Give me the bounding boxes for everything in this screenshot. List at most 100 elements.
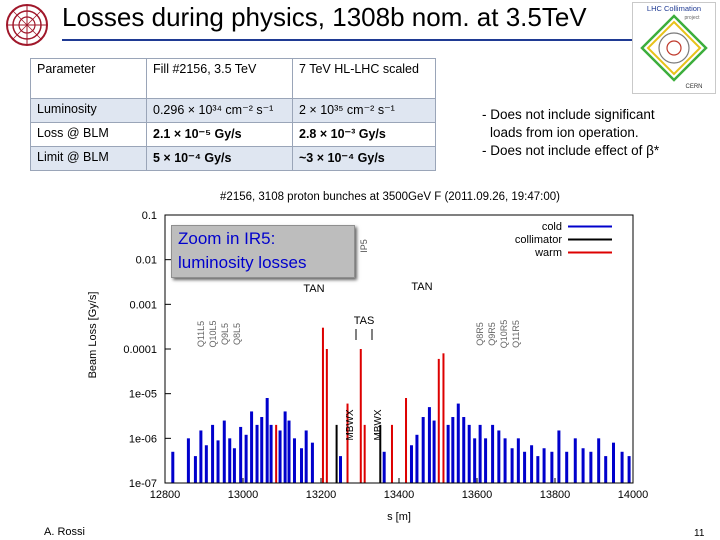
table-cell-param: Loss @ BLM bbox=[30, 122, 147, 147]
y-tick-label: 0.0001 bbox=[123, 344, 157, 356]
collimator-series bbox=[335, 424, 382, 483]
right-element-label: Q11R5 bbox=[511, 320, 521, 348]
cold-bar bbox=[278, 430, 282, 483]
left-element-label: Q11L5 bbox=[196, 321, 206, 347]
cold-bar bbox=[597, 438, 601, 483]
cold-bar bbox=[193, 456, 197, 483]
cold-bar bbox=[467, 424, 471, 483]
cold-bar bbox=[300, 448, 303, 483]
x-tick-label: 12800 bbox=[150, 489, 181, 501]
table-cell-fill: 5 × 10⁻⁴ Gy/s bbox=[146, 146, 293, 171]
tas-label: TAS bbox=[354, 315, 375, 327]
warm-bar bbox=[321, 327, 324, 483]
cold-bar bbox=[216, 440, 220, 483]
y-tick-label: 1e-05 bbox=[129, 389, 157, 401]
zoom-callout-line: luminosity losses bbox=[178, 253, 307, 272]
left-element-label: Q10L5 bbox=[208, 320, 218, 347]
warm-bar bbox=[325, 349, 328, 483]
x-tick-label: 13000 bbox=[228, 489, 259, 501]
page-number: 11 bbox=[694, 528, 705, 539]
cold-bar bbox=[427, 407, 431, 483]
note-line: loads from ion operation. bbox=[490, 125, 639, 140]
cold-bar bbox=[451, 417, 455, 483]
ip5-label: IP5 bbox=[359, 239, 369, 253]
cold-bar bbox=[536, 456, 540, 483]
table-cell-param: Limit @ BLM bbox=[30, 146, 147, 171]
table-cell-hl: ~3 × 10⁻⁴ Gy/s bbox=[292, 146, 436, 171]
cold-bar bbox=[283, 411, 287, 483]
legend-label-warm: warm bbox=[534, 247, 562, 259]
cold-bar bbox=[620, 451, 624, 483]
cold-bar bbox=[244, 434, 248, 483]
cold-bar bbox=[516, 438, 520, 483]
warm-bar bbox=[346, 403, 349, 483]
right-element-labels: Q8R5 Q9R5 Q10R5 Q11R5 bbox=[475, 320, 521, 349]
cold-bar bbox=[421, 417, 425, 483]
cold-bar bbox=[589, 451, 593, 483]
y-tick-label: 1e-07 bbox=[129, 478, 157, 490]
cold-bar bbox=[542, 448, 546, 483]
chart-legend: cold collimator warm bbox=[515, 221, 612, 259]
collimation-logo-title: LHC Collimation bbox=[647, 4, 701, 13]
mbwx-right-label: MBWX bbox=[373, 409, 384, 440]
right-element-label: Q8R5 bbox=[475, 322, 485, 346]
lhc-collimation-logo: LHC Collimation project CERN bbox=[632, 2, 716, 94]
y-tick-label: 0.01 bbox=[136, 255, 157, 267]
left-element-label: Q8L5 bbox=[232, 323, 242, 345]
cold-bar bbox=[581, 448, 585, 483]
cold-series bbox=[171, 397, 631, 483]
lhc-ring-logo bbox=[6, 4, 48, 46]
parameters-table: Parameter Fill #2156, 3.5 TeV 7 TeV HL-L… bbox=[30, 58, 436, 171]
table-cell-hl: 2.8 × 10⁻³ Gy/s bbox=[292, 122, 436, 147]
legend-label-collimator: collimator bbox=[515, 234, 562, 246]
cold-bar bbox=[497, 430, 501, 483]
left-element-label: Q9L5 bbox=[220, 323, 230, 345]
warm-bar bbox=[359, 349, 362, 483]
title-underline bbox=[62, 39, 632, 41]
cold-bar bbox=[339, 456, 342, 483]
cold-bar bbox=[232, 448, 236, 483]
note-line: - Does not include significant bbox=[482, 107, 655, 122]
cold-bar bbox=[491, 424, 495, 483]
cold-bar bbox=[550, 451, 554, 483]
cold-bar bbox=[211, 424, 215, 483]
table-cell-param: Luminosity bbox=[30, 98, 147, 123]
cold-bar bbox=[310, 442, 314, 483]
cold-bar bbox=[292, 438, 296, 483]
cold-bar bbox=[456, 403, 460, 483]
cold-bar bbox=[171, 451, 175, 483]
x-tick-label: 13400 bbox=[384, 489, 415, 501]
cold-bar bbox=[530, 445, 534, 483]
x-axis-label: s [m] bbox=[387, 511, 411, 523]
cold-bar bbox=[265, 397, 269, 483]
mbwx-left-label: MBWX bbox=[345, 409, 356, 440]
cold-bar bbox=[287, 420, 291, 483]
warm-bar bbox=[363, 424, 366, 483]
table-row: Limit @ BLM 5 × 10⁻⁴ Gy/s ~3 × 10⁻⁴ Gy/s bbox=[30, 146, 436, 171]
cold-bar bbox=[199, 430, 203, 483]
collimator-bar bbox=[379, 424, 382, 483]
author-name: A. Rossi bbox=[44, 526, 85, 538]
collimator-bar bbox=[335, 424, 338, 483]
cold-bar bbox=[612, 442, 615, 483]
x-axis-ticks: 12800 13000 13200 13400 13600 13800 14000 bbox=[150, 478, 648, 501]
cern-label: CERN bbox=[685, 84, 702, 90]
cold-bar bbox=[260, 417, 264, 483]
cold-bar bbox=[604, 456, 608, 483]
slide-title: Losses during physics, 1308b nom. at 3.5… bbox=[62, 2, 587, 32]
cold-bar bbox=[409, 445, 413, 483]
cold-bar bbox=[239, 426, 243, 483]
y-axis-label: Beam Loss [Gy/s] bbox=[87, 292, 99, 379]
cold-bar bbox=[510, 448, 514, 483]
notes-block: - Does not include significant loads fro… bbox=[482, 106, 659, 160]
note-line: - Does not include effect of β* bbox=[482, 143, 660, 158]
y-tick-label: 0.001 bbox=[129, 299, 157, 311]
warm-bar bbox=[437, 358, 440, 483]
cold-bar bbox=[432, 420, 436, 483]
cold-bar bbox=[415, 434, 419, 483]
cold-bar bbox=[557, 430, 561, 483]
x-tick-label: 13600 bbox=[462, 489, 493, 501]
table-cell-fill: 2.1 × 10⁻⁵ Gy/s bbox=[146, 122, 293, 147]
collimation-logo-subtitle: project bbox=[684, 15, 700, 21]
legend-label-cold: cold bbox=[542, 221, 562, 233]
